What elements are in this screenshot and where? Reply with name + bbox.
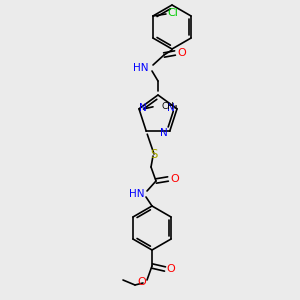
Text: O: O [167, 264, 176, 274]
Text: HN: HN [134, 63, 149, 73]
Text: Cl: Cl [167, 8, 178, 18]
Text: O: O [138, 277, 146, 287]
Text: O: O [171, 174, 179, 184]
Text: HN: HN [128, 189, 144, 199]
Text: N: N [160, 128, 168, 138]
Text: O: O [178, 48, 186, 58]
Text: N: N [167, 103, 175, 113]
Text: S: S [150, 148, 158, 160]
Text: N: N [139, 103, 147, 113]
Text: CH₃: CH₃ [162, 102, 178, 111]
